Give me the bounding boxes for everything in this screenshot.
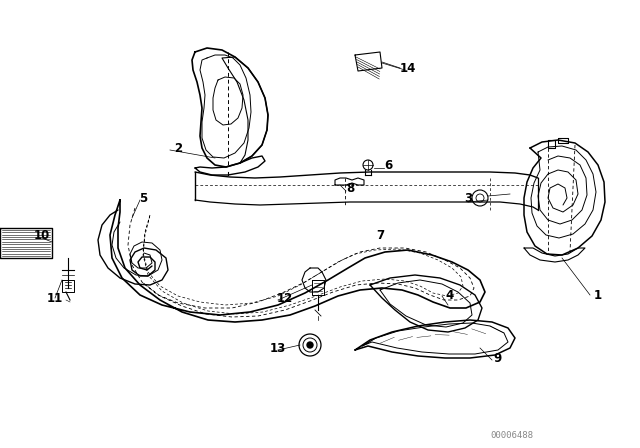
Text: 12: 12	[277, 292, 293, 305]
Text: 1: 1	[594, 289, 602, 302]
Text: 5: 5	[139, 191, 147, 204]
Text: 11: 11	[47, 292, 63, 305]
Text: 2: 2	[174, 142, 182, 155]
Text: 4: 4	[446, 289, 454, 302]
Text: 3: 3	[464, 191, 472, 204]
Text: 8: 8	[346, 181, 354, 194]
Text: 7: 7	[376, 228, 384, 241]
Text: 10: 10	[34, 228, 50, 241]
Text: 6: 6	[384, 159, 392, 172]
Circle shape	[307, 342, 313, 348]
Text: 00006488: 00006488	[490, 431, 533, 439]
Text: 14: 14	[400, 61, 416, 74]
Text: 13: 13	[270, 341, 286, 354]
Text: 9: 9	[494, 352, 502, 365]
